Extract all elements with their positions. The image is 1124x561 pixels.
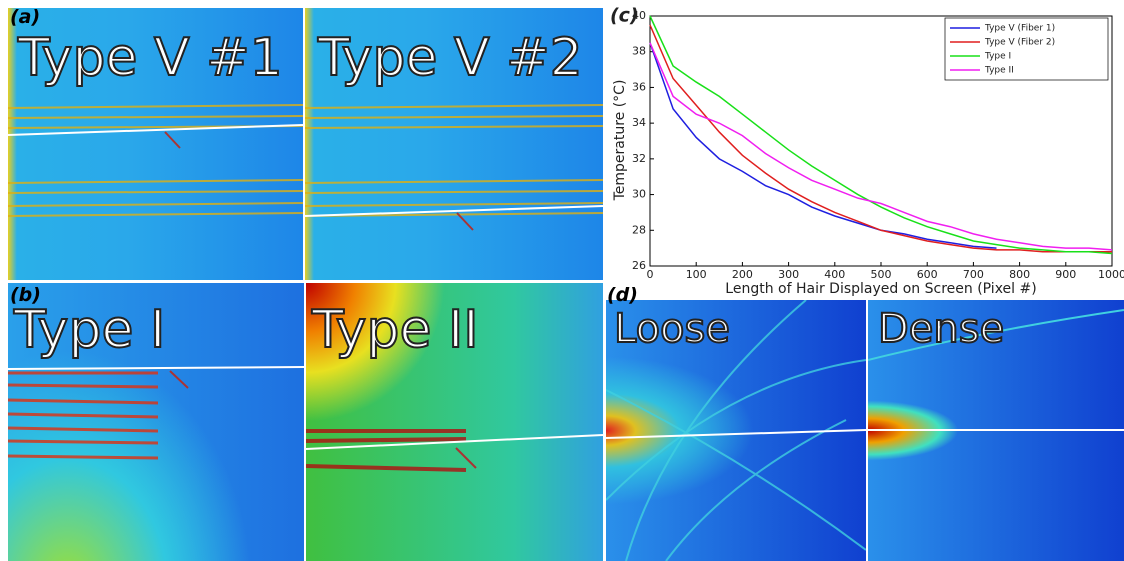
x-tick-label: 100 [686, 268, 707, 281]
panel-title: Type V #1 [17, 27, 284, 89]
x-tick-label: 900 [1055, 268, 1076, 281]
fiber-lines [306, 429, 603, 472]
panel-label: (d) [607, 284, 638, 306]
x-tick-label: 600 [917, 268, 938, 281]
y-tick-label: 32 [632, 152, 646, 165]
y-tick-label: 38 [632, 45, 646, 58]
thermal-image [868, 300, 1124, 561]
series-line [649, 42, 997, 249]
x-tick-label: 400 [824, 268, 845, 281]
panel-title: Type V #2 [317, 27, 584, 89]
panel-label: (c) [610, 5, 639, 27]
panel-title: Type I [13, 299, 166, 361]
chart: (c) Length of Hair Displayed on Screen (… [610, 5, 1124, 298]
y-tick-label: 34 [632, 116, 646, 129]
x-tick-label: 0 [647, 268, 654, 281]
panel-title: Type II [311, 299, 480, 361]
thermal-image [606, 300, 866, 561]
y-tick-label: 26 [632, 259, 646, 272]
fiber-lines [868, 309, 1124, 431]
x-tick-label: 800 [1009, 268, 1030, 281]
y-tick-label: 30 [632, 188, 646, 201]
y-axis-label: Temperature (°C) [612, 80, 628, 202]
x-tick-label: 300 [778, 268, 799, 281]
panel-title: Dense [877, 305, 1005, 353]
y-tick-label: 36 [632, 80, 646, 93]
x-tick-label: 200 [732, 268, 753, 281]
legend-label: Type I [984, 52, 1011, 62]
x-tick-label: 700 [963, 268, 984, 281]
thermal-image [8, 8, 303, 280]
y-tick-label: 40 [632, 9, 646, 22]
x-axis-label: Length of Hair Displayed on Screen (Pixe… [725, 281, 1036, 297]
series-line [649, 24, 1112, 253]
legend-label: Type V (Fiber 1) [984, 24, 1055, 34]
legend-label: Type II [984, 66, 1014, 76]
fiber-lines [606, 300, 866, 561]
x-tick-label: 500 [871, 268, 892, 281]
y-tick-label: 28 [632, 223, 646, 236]
thermal-image [305, 8, 603, 280]
series-line [649, 42, 1113, 251]
fiber-lines [8, 104, 303, 217]
panel-title: Loose [613, 305, 731, 353]
series-line [649, 15, 1113, 255]
panel-label: (a) [10, 6, 41, 28]
panel-label: (b) [10, 284, 41, 306]
fiber-lines [8, 366, 304, 460]
legend-label: Type V (Fiber 2) [984, 38, 1055, 48]
thermal-image [8, 283, 304, 561]
x-tick-label: 1000 [1098, 268, 1124, 281]
fiber-lines [305, 104, 603, 231]
thermal-image [306, 283, 603, 561]
